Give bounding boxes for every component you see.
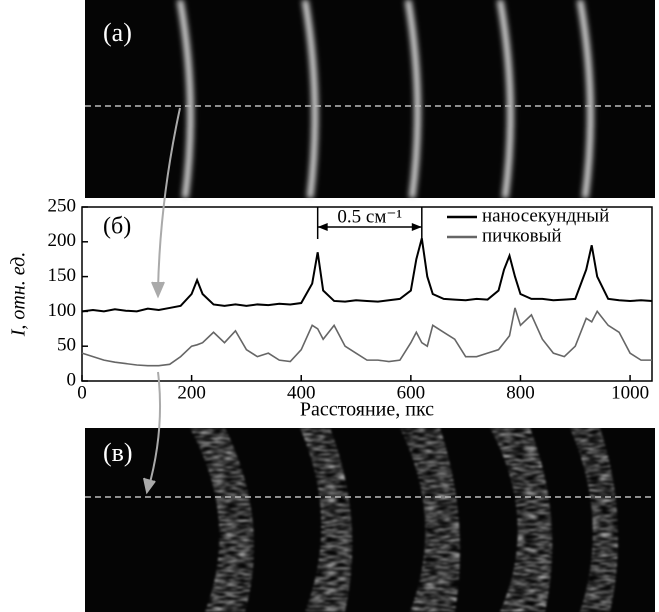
x-tick-label: 600 (397, 382, 426, 403)
series-line (81, 307, 652, 367)
arrows (143, 107, 181, 495)
legend-label: пичковый (482, 225, 562, 246)
x-tick-label: 800 (506, 382, 535, 403)
legend-label: наносекундный (482, 205, 609, 226)
y-tick-label: 250 (48, 195, 77, 216)
y-axis-label: I, отн. ед. (8, 252, 30, 338)
x-tick-label: 200 (177, 382, 206, 403)
x-tick-label: 400 (287, 382, 316, 403)
panel-label: (а) (103, 18, 132, 47)
y-tick-label: 0 (67, 369, 77, 390)
x-axis-label: Расстояние, пкс (300, 399, 434, 421)
y-tick-label: 100 (48, 300, 77, 321)
y-tick-label: 50 (57, 335, 76, 356)
panel-label: (б) (103, 214, 131, 240)
panel-label: (в) (103, 438, 133, 467)
image-v: (в) (85, 428, 655, 612)
annotation: 0.5 см⁻¹ (337, 206, 402, 227)
plot: (б) Расстояние, пкс I, отн. ед. (8, 206, 653, 421)
y-tick-label: 200 (48, 230, 77, 251)
series-line (81, 238, 653, 313)
x-tick-label: 0 (77, 382, 87, 403)
y-tick-label: 150 (48, 265, 77, 286)
x-tick-label: 1000 (611, 382, 649, 403)
image-a: (а) (85, 0, 655, 199)
